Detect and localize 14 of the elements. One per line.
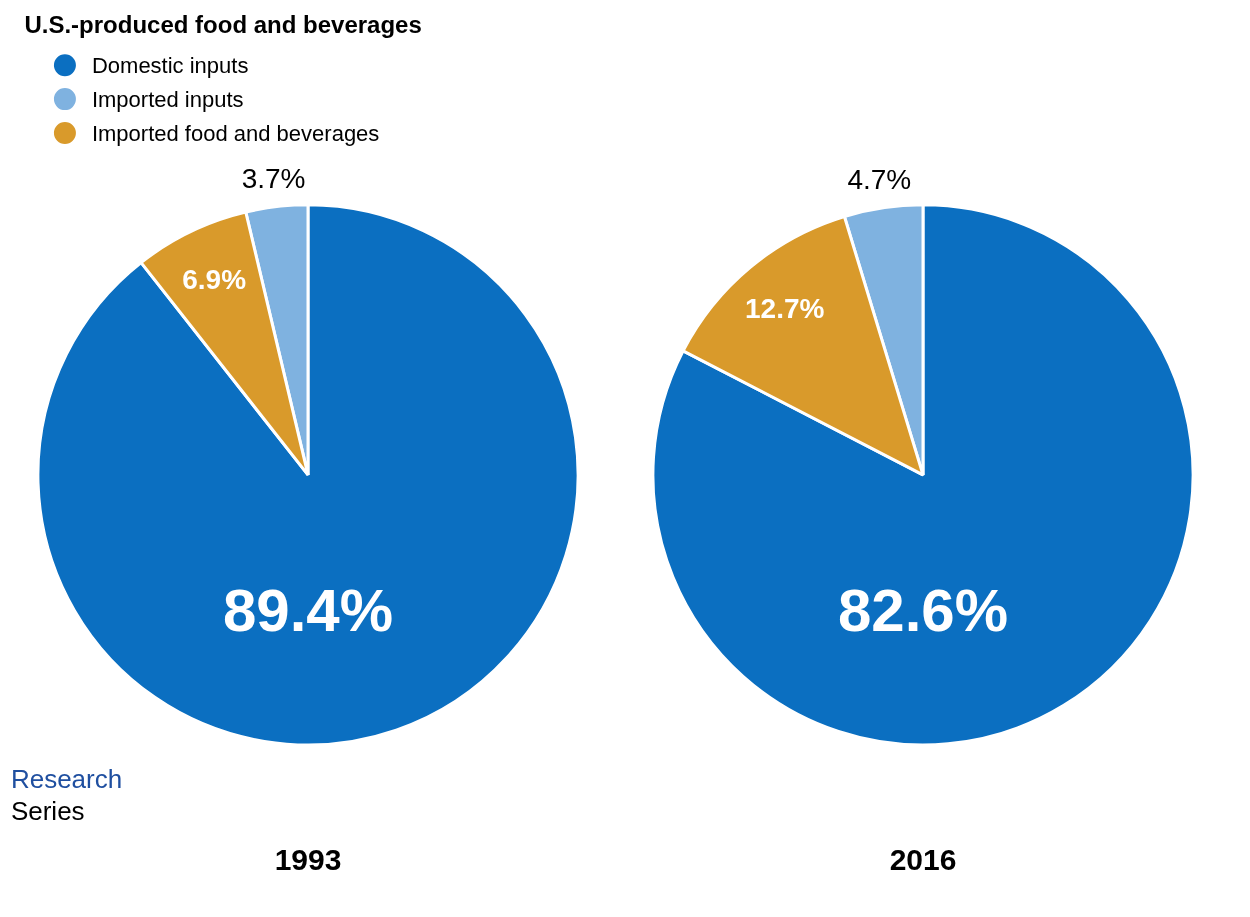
text: 2016: [889, 843, 957, 877]
legend-label: Domestic inputs: [91, 52, 249, 78]
text: 1993: [274, 843, 342, 877]
legend-label: Imported inputs: [91, 86, 244, 112]
data-label: 12.7%: [745, 292, 825, 324]
data-label: 4.7%: [847, 164, 912, 196]
data-label: 6.9%: [182, 263, 247, 295]
data-label: 82.6%: [837, 577, 1009, 645]
data-label: 3.7%: [241, 162, 306, 194]
legend-title: U.S.-produced food and beverages: [24, 10, 422, 38]
text: Series: [10, 796, 85, 827]
data-label: 89.4%: [222, 577, 394, 645]
legend-label: Imported food and beverages: [91, 120, 380, 146]
text: Research: [10, 763, 123, 794]
